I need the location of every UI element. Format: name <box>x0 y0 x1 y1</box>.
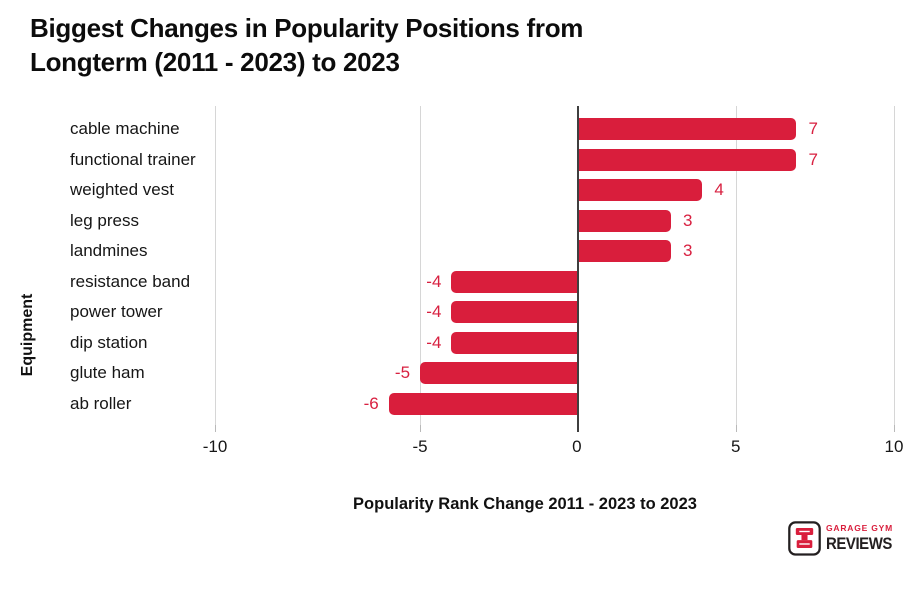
gridline--10 <box>215 106 216 425</box>
bar-value-label: -4 <box>426 332 442 352</box>
category-label-glute-ham: glute ham <box>70 363 145 382</box>
bar-value-label: -6 <box>363 393 379 413</box>
x-axis-label: Popularity Rank Change 2011 - 2023 to 20… <box>353 495 697 513</box>
x-tick-label--10: -10 <box>202 437 228 456</box>
garage-gym-reviews-logo: GARAGE GYM REVIEWS <box>788 520 901 556</box>
bar-row-functional-trainer: 7 <box>215 145 894 176</box>
zero-baseline <box>576 106 579 432</box>
x-tick-label-10: 10 <box>884 437 904 456</box>
chart-title: Biggest Changes in Popularity Positions … <box>30 13 584 77</box>
bar-value-label: 7 <box>808 149 818 169</box>
bar-row-glute-ham: -5 <box>215 358 894 389</box>
category-label-ab-roller: ab roller <box>70 393 132 413</box>
category-axis-labels: cable machine functional trainer weighted … <box>70 114 210 419</box>
x-tick-label-5: 5 <box>731 437 741 456</box>
bar <box>576 209 672 232</box>
logo-text: GARAGE GYM REVIEWS <box>826 523 901 554</box>
bar-row-weighted-vest: 4 <box>215 175 894 206</box>
category-label-weighted-vest: weighted vest <box>70 180 174 199</box>
logo-reviews-text: REVIEWS <box>826 533 892 553</box>
category-label-functional-trainer: functional trainer <box>70 149 196 169</box>
x-axis-tick-labels: -10 -5 0 5 10 <box>203 437 904 459</box>
category-label-power-tower: power tower <box>70 302 163 321</box>
x-tick-label-0: 0 <box>572 437 582 456</box>
category-label-dip-station: dip station <box>70 332 148 352</box>
bar <box>576 179 703 201</box>
bar <box>451 301 577 323</box>
tick-mark--10 <box>215 425 216 432</box>
bar-row-ab-roller: -6 <box>215 389 894 420</box>
category-label-resistance-band: resistance band <box>70 271 191 291</box>
gridline-5 <box>735 106 737 425</box>
plot-area: 7 7 4 3 3 -4 -4 -4 -5 -6 <box>215 106 895 432</box>
tick-mark--5 <box>420 425 422 432</box>
bar-value-label: -5 <box>394 363 411 382</box>
y-axis-label: Equipment <box>19 293 36 377</box>
bar <box>451 331 577 354</box>
bar-value-label: -4 <box>426 271 442 291</box>
bar-row-landmines: 3 <box>215 236 894 267</box>
logo-garage-gym-text: GARAGE GYM <box>826 522 894 533</box>
gridline-10 <box>894 106 895 425</box>
category-label-landmines: landmines <box>70 241 148 260</box>
bar-value-label: 3 <box>683 241 693 260</box>
category-label-cable-machine: cable machine <box>70 119 180 138</box>
bar-row-resistance-band: -4 <box>215 267 894 298</box>
gridline--5 <box>420 106 422 425</box>
bar <box>576 148 797 171</box>
bar-value-label: 7 <box>808 119 818 138</box>
category-label-leg-press: leg press <box>70 210 139 230</box>
bar-value-label: 4 <box>714 180 724 199</box>
bar-value-label: 3 <box>683 210 693 230</box>
bar <box>451 270 577 293</box>
bar <box>576 118 797 140</box>
tick-mark-5 <box>735 425 737 432</box>
bar <box>576 240 672 262</box>
bar-row-power-tower: -4 <box>215 297 894 328</box>
bar-row-dip-station: -4 <box>215 328 894 359</box>
bar <box>420 362 577 384</box>
bar-row-leg-press: 3 <box>215 206 894 237</box>
bar-row-cable-machine: 7 <box>215 114 894 145</box>
bar <box>388 392 577 415</box>
x-tick-label--5: -5 <box>412 437 428 456</box>
tick-mark-10 <box>894 425 895 432</box>
dumbbell-logo-icon <box>788 521 821 556</box>
bar-value-label: -4 <box>426 302 442 321</box>
